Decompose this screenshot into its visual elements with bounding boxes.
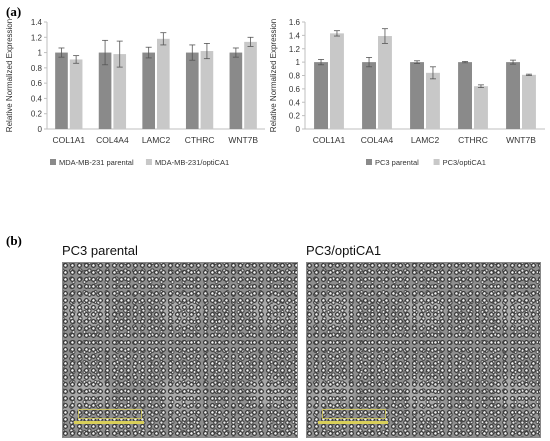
bar [244, 41, 257, 129]
x-tick-label: COL4A4 [361, 135, 394, 145]
x-tick-label: COL1A1 [313, 135, 346, 145]
bar [69, 59, 83, 130]
x-tick-label: WNT7B [228, 135, 258, 145]
y-tick-label: 0 [38, 125, 43, 134]
bar-chart-pc3: Relative Normalized Expression 0 0.2 0.4 0.6… [269, 18, 545, 167]
bar-chart-mda: Relative Normalized Expression 0 0.2 0.4 0.6… [5, 18, 265, 167]
bar [474, 86, 488, 129]
bar [185, 52, 199, 130]
micrograph-optica1-image [306, 262, 541, 438]
x-tick-label: COL1A1 [52, 135, 85, 145]
panel-label-b: (b) [6, 233, 22, 248]
legend-swatch [145, 159, 152, 165]
y-tick-label: 0.8 [31, 64, 43, 73]
x-tick-label: CTHRC [458, 135, 488, 145]
panel-label-a: (a) [6, 4, 22, 19]
y-tick-label: 0 [296, 125, 301, 134]
y-tick-label: 1.4 [289, 31, 301, 40]
y-tick-label: 1.6 [289, 18, 301, 27]
x-tick-label: LAMC2 [142, 135, 171, 145]
bar [458, 62, 472, 129]
legend-entry: PC3/optiCA1 [443, 158, 486, 167]
bar [522, 74, 536, 129]
legend-swatch [433, 159, 440, 165]
y-tick-label: 0.4 [31, 94, 43, 103]
bar [314, 62, 328, 129]
bar [157, 38, 170, 129]
bar [362, 62, 376, 129]
y-tick-label: 1.2 [289, 45, 301, 54]
scale-bar-label-left [78, 409, 142, 419]
bar [55, 52, 68, 130]
bar [378, 36, 392, 130]
legend-entry: MDA-MB-231/optiCA1 [155, 158, 229, 167]
y-tick-label: 1.2 [31, 33, 43, 42]
y-tick-label: 1 [38, 49, 43, 58]
micrograph-title-parental: PC3 parental [62, 243, 138, 258]
scale-bar-right [318, 421, 388, 424]
y-axis-label: Relative Normalized Expression [269, 19, 278, 132]
bar [113, 54, 127, 129]
micrograph-parental-image [62, 262, 298, 438]
y-tick-label: 0.2 [289, 112, 301, 121]
bar [506, 62, 520, 129]
legend-swatch [366, 159, 372, 165]
legend-entry: PC3 parental [375, 158, 419, 167]
x-tick-label: LAMC2 [411, 135, 440, 145]
bar [98, 52, 112, 130]
x-tick-label: WNT7B [506, 135, 536, 145]
x-tick-label: CTHRC [185, 135, 215, 145]
bar [142, 52, 155, 130]
bar [410, 62, 424, 129]
y-tick-label: 0.6 [289, 85, 301, 94]
bar [330, 33, 344, 129]
y-tick-label: 0.8 [289, 72, 301, 81]
y-tick-label: 0.6 [31, 79, 43, 88]
y-tick-label: 0.4 [289, 98, 301, 107]
y-tick-label: 1.4 [31, 18, 43, 27]
bar [200, 51, 214, 129]
legend-swatch [50, 159, 56, 165]
bar [426, 72, 440, 129]
y-tick-label: 1 [296, 58, 301, 67]
scale-bar-label-right [322, 409, 386, 419]
micrograph-title-optica1: PC3/optiCA1 [306, 243, 382, 258]
y-axis-label: Relative Normalized Expression [5, 19, 14, 132]
y-tick-label: 0.2 [31, 110, 43, 119]
scale-bar-left [74, 421, 144, 424]
bar [229, 52, 243, 130]
legend-entry: MDA-MB-231 parental [59, 158, 134, 167]
x-tick-label: COL4A4 [96, 135, 129, 145]
